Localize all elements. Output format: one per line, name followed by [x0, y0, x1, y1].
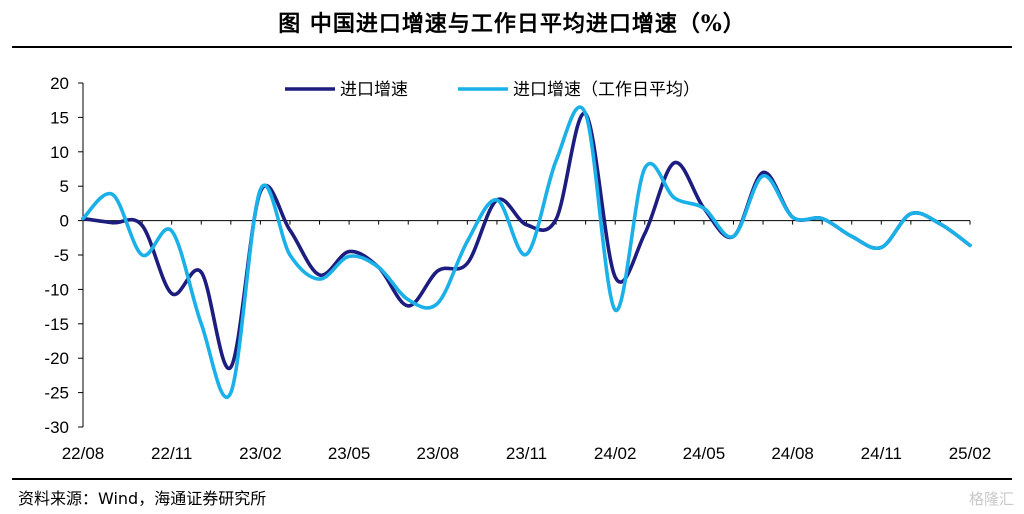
x-tick-label: 24/05 — [683, 444, 726, 463]
legend-label-1: 进口增速 — [340, 80, 408, 100]
y-tick-label: 10 — [50, 143, 69, 162]
x-tick-label: 23/05 — [328, 444, 371, 463]
chart-title: 图 中国进口增速与工作日平均进口增速（%） — [278, 11, 746, 37]
series-layer — [81, 105, 972, 399]
series-line-1 — [81, 111, 972, 371]
x-tick-label: 24/11 — [861, 444, 902, 463]
x-tick-label: 24/02 — [594, 444, 637, 463]
x-tick-label: 23/11 — [506, 444, 547, 463]
x-tick-label: 23/02 — [239, 444, 282, 463]
y-tick-label: -20 — [44, 349, 69, 368]
y-tick-label: 20 — [50, 74, 69, 93]
y-tick-label: -15 — [44, 315, 69, 334]
x-axis: 22/08 22/11 23/02 23/05 23/08 23/11 24/02 24/05… — [62, 220, 992, 463]
y-tick-label: 5 — [60, 177, 69, 196]
y-tick-label: -5 — [54, 246, 69, 265]
y-tick-label: -25 — [44, 384, 69, 403]
title-divider — [12, 46, 1012, 48]
source-note: 资料来源：Wind，海通证券研究所 — [18, 489, 267, 508]
y-tick-label: -30 — [44, 418, 69, 437]
footer-divider — [12, 478, 1012, 480]
y-tick-label: -10 — [44, 280, 69, 299]
watermark-logo: 格隆汇 — [968, 490, 1014, 508]
y-tick-label: 0 — [60, 212, 69, 231]
series-line-2 — [81, 105, 972, 399]
y-tick-label: 15 — [50, 108, 69, 127]
x-tick-label: 23/08 — [417, 444, 460, 463]
legend: 进口增速 进口增速（工作日平均） — [285, 80, 700, 100]
x-tick-label: 22/11 — [151, 444, 192, 463]
legend-label-2: 进口增速（工作日平均） — [513, 80, 700, 100]
x-tick-label: 22/08 — [62, 444, 105, 463]
y-axis: 20 15 10 5 0 -5 -10 -15 -20 -25 -30 — [44, 74, 84, 437]
x-tick-label: 24/08 — [771, 444, 814, 463]
x-tick-label: 25/02 — [949, 444, 992, 463]
